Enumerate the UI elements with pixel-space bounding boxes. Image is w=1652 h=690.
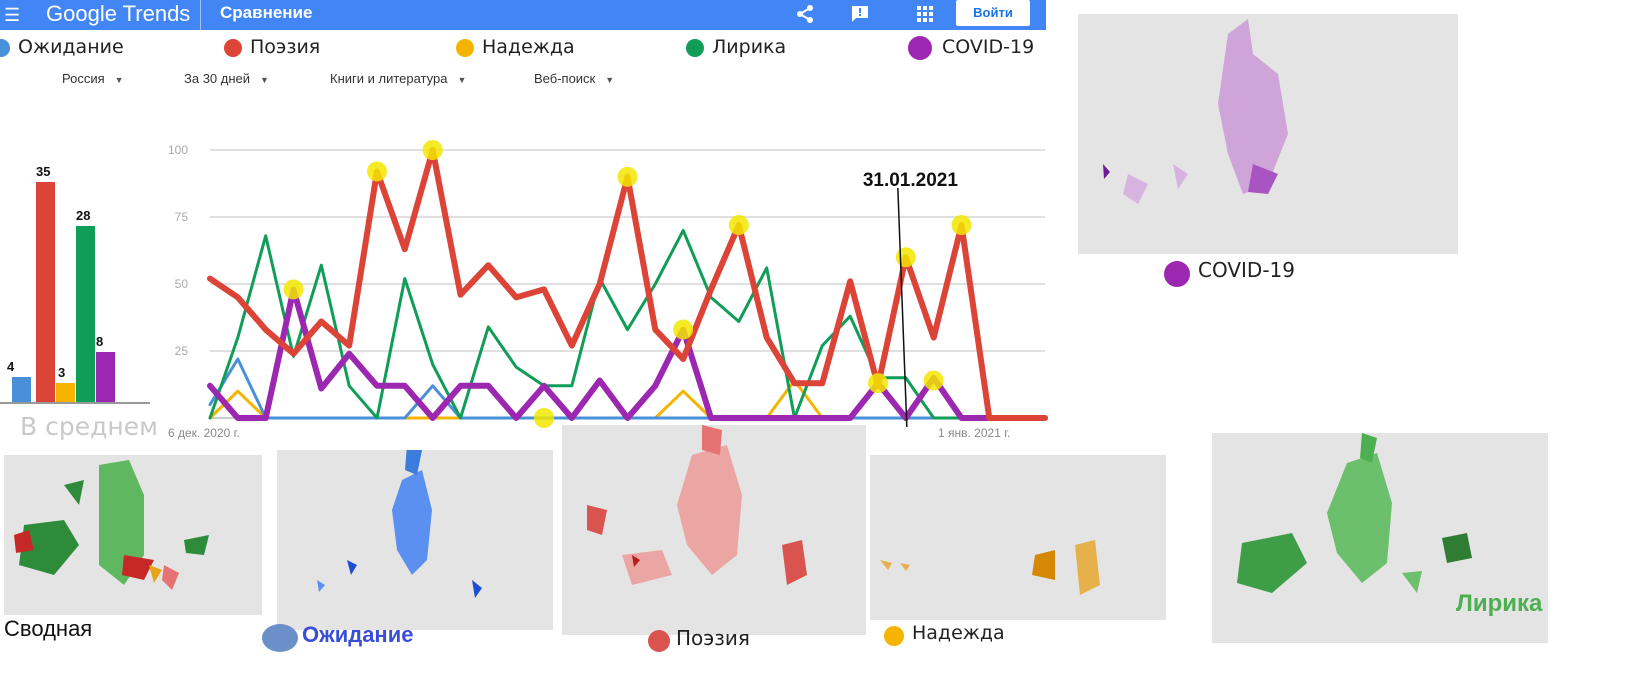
highlight-marker	[534, 408, 554, 428]
filter-search-type-label: Веб-поиск	[534, 71, 596, 86]
legend-label: Ожидание	[18, 36, 124, 58]
map-poetry-caption: Поэзия	[676, 626, 750, 650]
map-summary-caption: Сводная	[4, 616, 93, 641]
filter-region[interactable]: Россия ▼	[62, 70, 124, 89]
legend-item-expect[interactable]: Ожидание	[0, 34, 124, 60]
legend-item-poetry[interactable]: Поэзия	[224, 34, 354, 60]
highlight-marker	[283, 279, 304, 300]
legend-label: Поэзия	[250, 36, 321, 58]
header-divider	[200, 0, 201, 30]
highlight-marker	[617, 166, 638, 187]
map-expect-dot	[262, 624, 298, 652]
chevron-down-icon: ▼	[457, 75, 467, 85]
map-expect-regions	[317, 450, 482, 598]
map-covid-caption: COVID-19	[1198, 258, 1296, 282]
average-bar	[12, 376, 31, 402]
map-hope-caption: Надежда	[912, 622, 1005, 644]
chevron-down-icon: ▼	[260, 75, 269, 85]
x-tick-label: 6 дек. 2020 г.	[168, 426, 240, 440]
highlight-marker	[673, 319, 694, 340]
average-bar	[56, 383, 75, 402]
legend-item-covid[interactable]: COVID-19	[908, 34, 1040, 60]
map-lyric	[1212, 433, 1548, 643]
highlight-marker	[951, 215, 972, 236]
map-expect	[277, 450, 553, 630]
legend-dot	[456, 39, 474, 57]
legend-label: Надежда	[482, 36, 575, 58]
highlight-marker	[923, 370, 944, 391]
map-expect-caption: Ожидание	[302, 622, 414, 647]
average-bars: 4 35 3 28 8	[0, 140, 160, 410]
legend-item-hope[interactable]: Надежда	[456, 34, 586, 60]
y-tick-label: 25	[175, 344, 189, 358]
filter-region-label: Россия	[62, 71, 105, 86]
average-baseline	[0, 402, 150, 404]
top-bar: ☰ Google Trends Сравнение Войти	[0, 0, 1046, 30]
average-bar	[96, 351, 115, 402]
filter-category-label: Книги и литература	[330, 71, 448, 86]
map-lyric-caption: Лирика	[1456, 590, 1543, 617]
highlight-marker	[895, 247, 916, 268]
annotation-label: 31.01.2021	[863, 170, 959, 191]
y-tick-label: 100	[168, 143, 188, 157]
menu-icon[interactable]: ☰	[4, 5, 21, 25]
highlight-marker	[422, 140, 443, 160]
map-poetry-dot	[648, 630, 670, 652]
share-icon[interactable]	[794, 4, 816, 28]
map-hope	[870, 455, 1166, 620]
average-label: В среднем	[20, 412, 158, 441]
x-tick-label: 1 янв. 2021 г.	[938, 426, 1010, 440]
map-summary	[4, 455, 262, 615]
map-hope-regions	[880, 540, 1100, 595]
filter-period[interactable]: За 30 дней ▼	[184, 70, 269, 89]
map-poetry-regions	[587, 425, 807, 585]
page-title: Сравнение	[220, 3, 313, 22]
y-tick-label: 75	[175, 210, 189, 224]
legend-dot	[0, 39, 10, 57]
average-bar-value: 3	[58, 365, 66, 381]
filter-category[interactable]: Книги и литература ▼	[330, 70, 466, 89]
map-covid-dot	[1164, 261, 1190, 287]
map-lyric-regions	[1237, 433, 1472, 593]
highlight-marker	[728, 215, 749, 236]
login-button[interactable]: Войти	[956, 0, 1030, 26]
annotation-line	[897, 187, 908, 428]
map-poetry	[562, 425, 866, 635]
line-chart: 25 50 75 100 6 дек. 2020 г. 1 янв. 2021 г. 31.…	[168, 140, 1048, 440]
average-bar	[76, 225, 95, 402]
map-hope-dot	[884, 626, 904, 646]
series-line-4	[207, 286, 1048, 421]
chevron-down-icon: ▼	[605, 75, 615, 85]
app-logo[interactable]: Google Trends	[46, 1, 191, 26]
legend-label: COVID-19	[942, 36, 1035, 58]
legend-dot	[224, 39, 242, 57]
legend-item-lyric[interactable]: Лирика	[686, 34, 816, 60]
y-tick-label: 50	[175, 277, 189, 291]
average-bar-value: 35	[36, 163, 51, 179]
map-covid	[1078, 14, 1458, 254]
map-covid-regions	[1103, 19, 1288, 204]
average-bar	[36, 181, 55, 402]
map-summary-regions	[14, 460, 209, 590]
highlight-marker	[868, 373, 888, 394]
average-bar-value: 8	[96, 333, 104, 349]
filter-search-type[interactable]: Веб-поиск ▼	[534, 70, 614, 89]
chevron-down-icon: ▼	[114, 75, 124, 85]
series-line-3	[208, 228, 1047, 420]
average-bar-value: 28	[76, 207, 91, 223]
legend-dot	[908, 36, 932, 60]
average-bar-value: 4	[7, 358, 15, 374]
highlight-marker	[367, 161, 387, 182]
legend-label: Лирика	[712, 36, 787, 58]
apps-icon[interactable]	[914, 4, 936, 28]
legend-dot	[686, 39, 704, 57]
filter-period-label: За 30 дней	[184, 71, 251, 86]
feedback-icon[interactable]	[849, 4, 871, 28]
